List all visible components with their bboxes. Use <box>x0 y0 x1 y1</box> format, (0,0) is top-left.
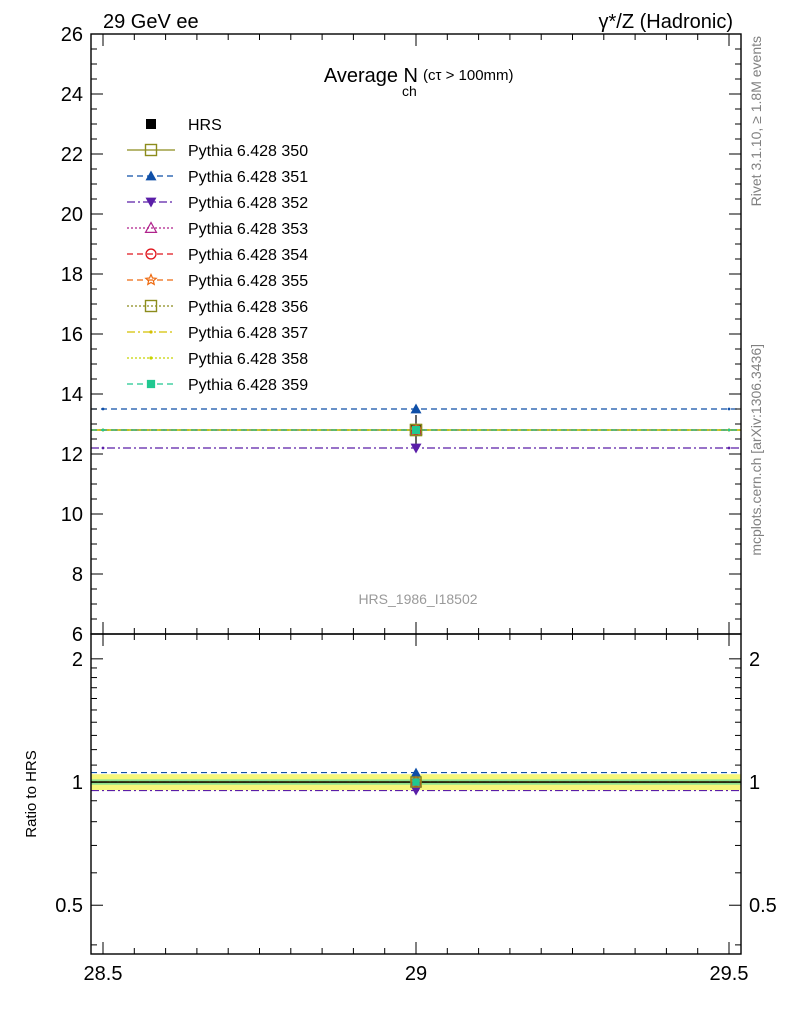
legend-label-358: Pythia 6.428 358 <box>188 351 308 368</box>
legend-label-354: Pythia 6.428 354 <box>188 247 308 264</box>
series-endpoint-right-351 <box>727 407 731 411</box>
legend-marker-hrs <box>146 119 156 129</box>
y-tick-label: 12 <box>61 444 83 466</box>
ratio-tick-label-right: 2 <box>749 649 760 671</box>
legend-label-355: Pythia 6.428 355 <box>188 273 308 290</box>
header-left: 29 GeV ee <box>103 11 199 33</box>
legend-label-356: Pythia 6.428 356 <box>188 299 308 316</box>
ratio-tick-label-right: 1 <box>749 772 760 794</box>
legend-label-352: Pythia 6.428 352 <box>188 195 308 212</box>
series-endpoint-left-359 <box>101 428 105 432</box>
series-endpoint-left-352 <box>101 446 105 450</box>
y-tick-label: 24 <box>61 84 83 106</box>
y-tick-label: 10 <box>61 504 83 526</box>
series-endpoint-right-352 <box>727 446 731 450</box>
legend-label-350: Pythia 6.428 350 <box>188 143 308 160</box>
chart-title: Average N <box>324 65 418 87</box>
ratio-tick-label-right: 0.5 <box>749 895 777 917</box>
y-tick-label: 14 <box>61 384 83 406</box>
title-main: Average N <box>324 65 418 87</box>
legend-marker-353 <box>144 221 158 233</box>
ratio-marker-352 <box>411 786 421 796</box>
title-cut: (cτ > 100mm) <box>423 67 514 84</box>
analysis-watermark: HRS_1986_I18502 <box>358 591 477 607</box>
y-tick-label: 16 <box>61 324 83 346</box>
series-endpoint-right-359 <box>727 428 731 432</box>
y-tick-label: 20 <box>61 204 83 226</box>
legend-marker-359 <box>146 379 156 389</box>
series-endpoint-left-351 <box>101 407 105 411</box>
x-tick-label: 29.5 <box>710 963 749 985</box>
legend-marker-357 <box>149 330 153 334</box>
legend-marker-350 <box>144 143 158 157</box>
legend-marker-352 <box>145 197 157 208</box>
series-marker-356 <box>409 423 423 437</box>
ratio-marker-356 <box>410 776 422 788</box>
legend-label-351: Pythia 6.428 351 <box>188 169 308 186</box>
y-tick-label: 18 <box>61 264 83 286</box>
y-tick-label: 8 <box>72 564 83 586</box>
legend-label-hrs: HRS <box>188 117 222 134</box>
ratio-tick-label: 2 <box>72 649 83 671</box>
legend-marker-355 <box>144 272 158 286</box>
legend-marker-356 <box>144 299 158 313</box>
legend-label-357: Pythia 6.428 357 <box>188 325 308 342</box>
legend-label-353: Pythia 6.428 353 <box>188 221 308 238</box>
ratio-tick-label: 1 <box>72 772 83 794</box>
title-subscript: ch <box>402 83 417 99</box>
series-marker-351 <box>410 403 422 414</box>
ratio-tick-label: 0.5 <box>55 895 83 917</box>
ratio-marker-359 <box>412 778 420 786</box>
legend-marker-358 <box>149 356 153 360</box>
mcplots-label: mcplots.cern.ch [arXiv:1306.3436] <box>748 344 764 556</box>
x-tick-label: 29 <box>405 963 427 985</box>
legend-marker-351 <box>145 170 157 181</box>
rivet-label: Rivet 3.1.10, ≥ 1.8M events <box>748 36 764 206</box>
x-tick-label: 28.5 <box>84 963 123 985</box>
legend-label-359: Pythia 6.428 359 <box>188 377 308 394</box>
legend-marker-354 <box>145 248 157 260</box>
y-tick-label: 6 <box>72 624 83 646</box>
y-tick-label: 22 <box>61 144 83 166</box>
ratio-marker-351 <box>411 767 421 777</box>
y-tick-label: 26 <box>61 24 83 46</box>
header-right: γ*/Z (Hadronic) <box>599 11 733 33</box>
ratio-ylabel: Ratio to HRS <box>23 750 40 838</box>
series-marker-359 <box>411 425 421 435</box>
series-marker-352 <box>410 443 422 454</box>
